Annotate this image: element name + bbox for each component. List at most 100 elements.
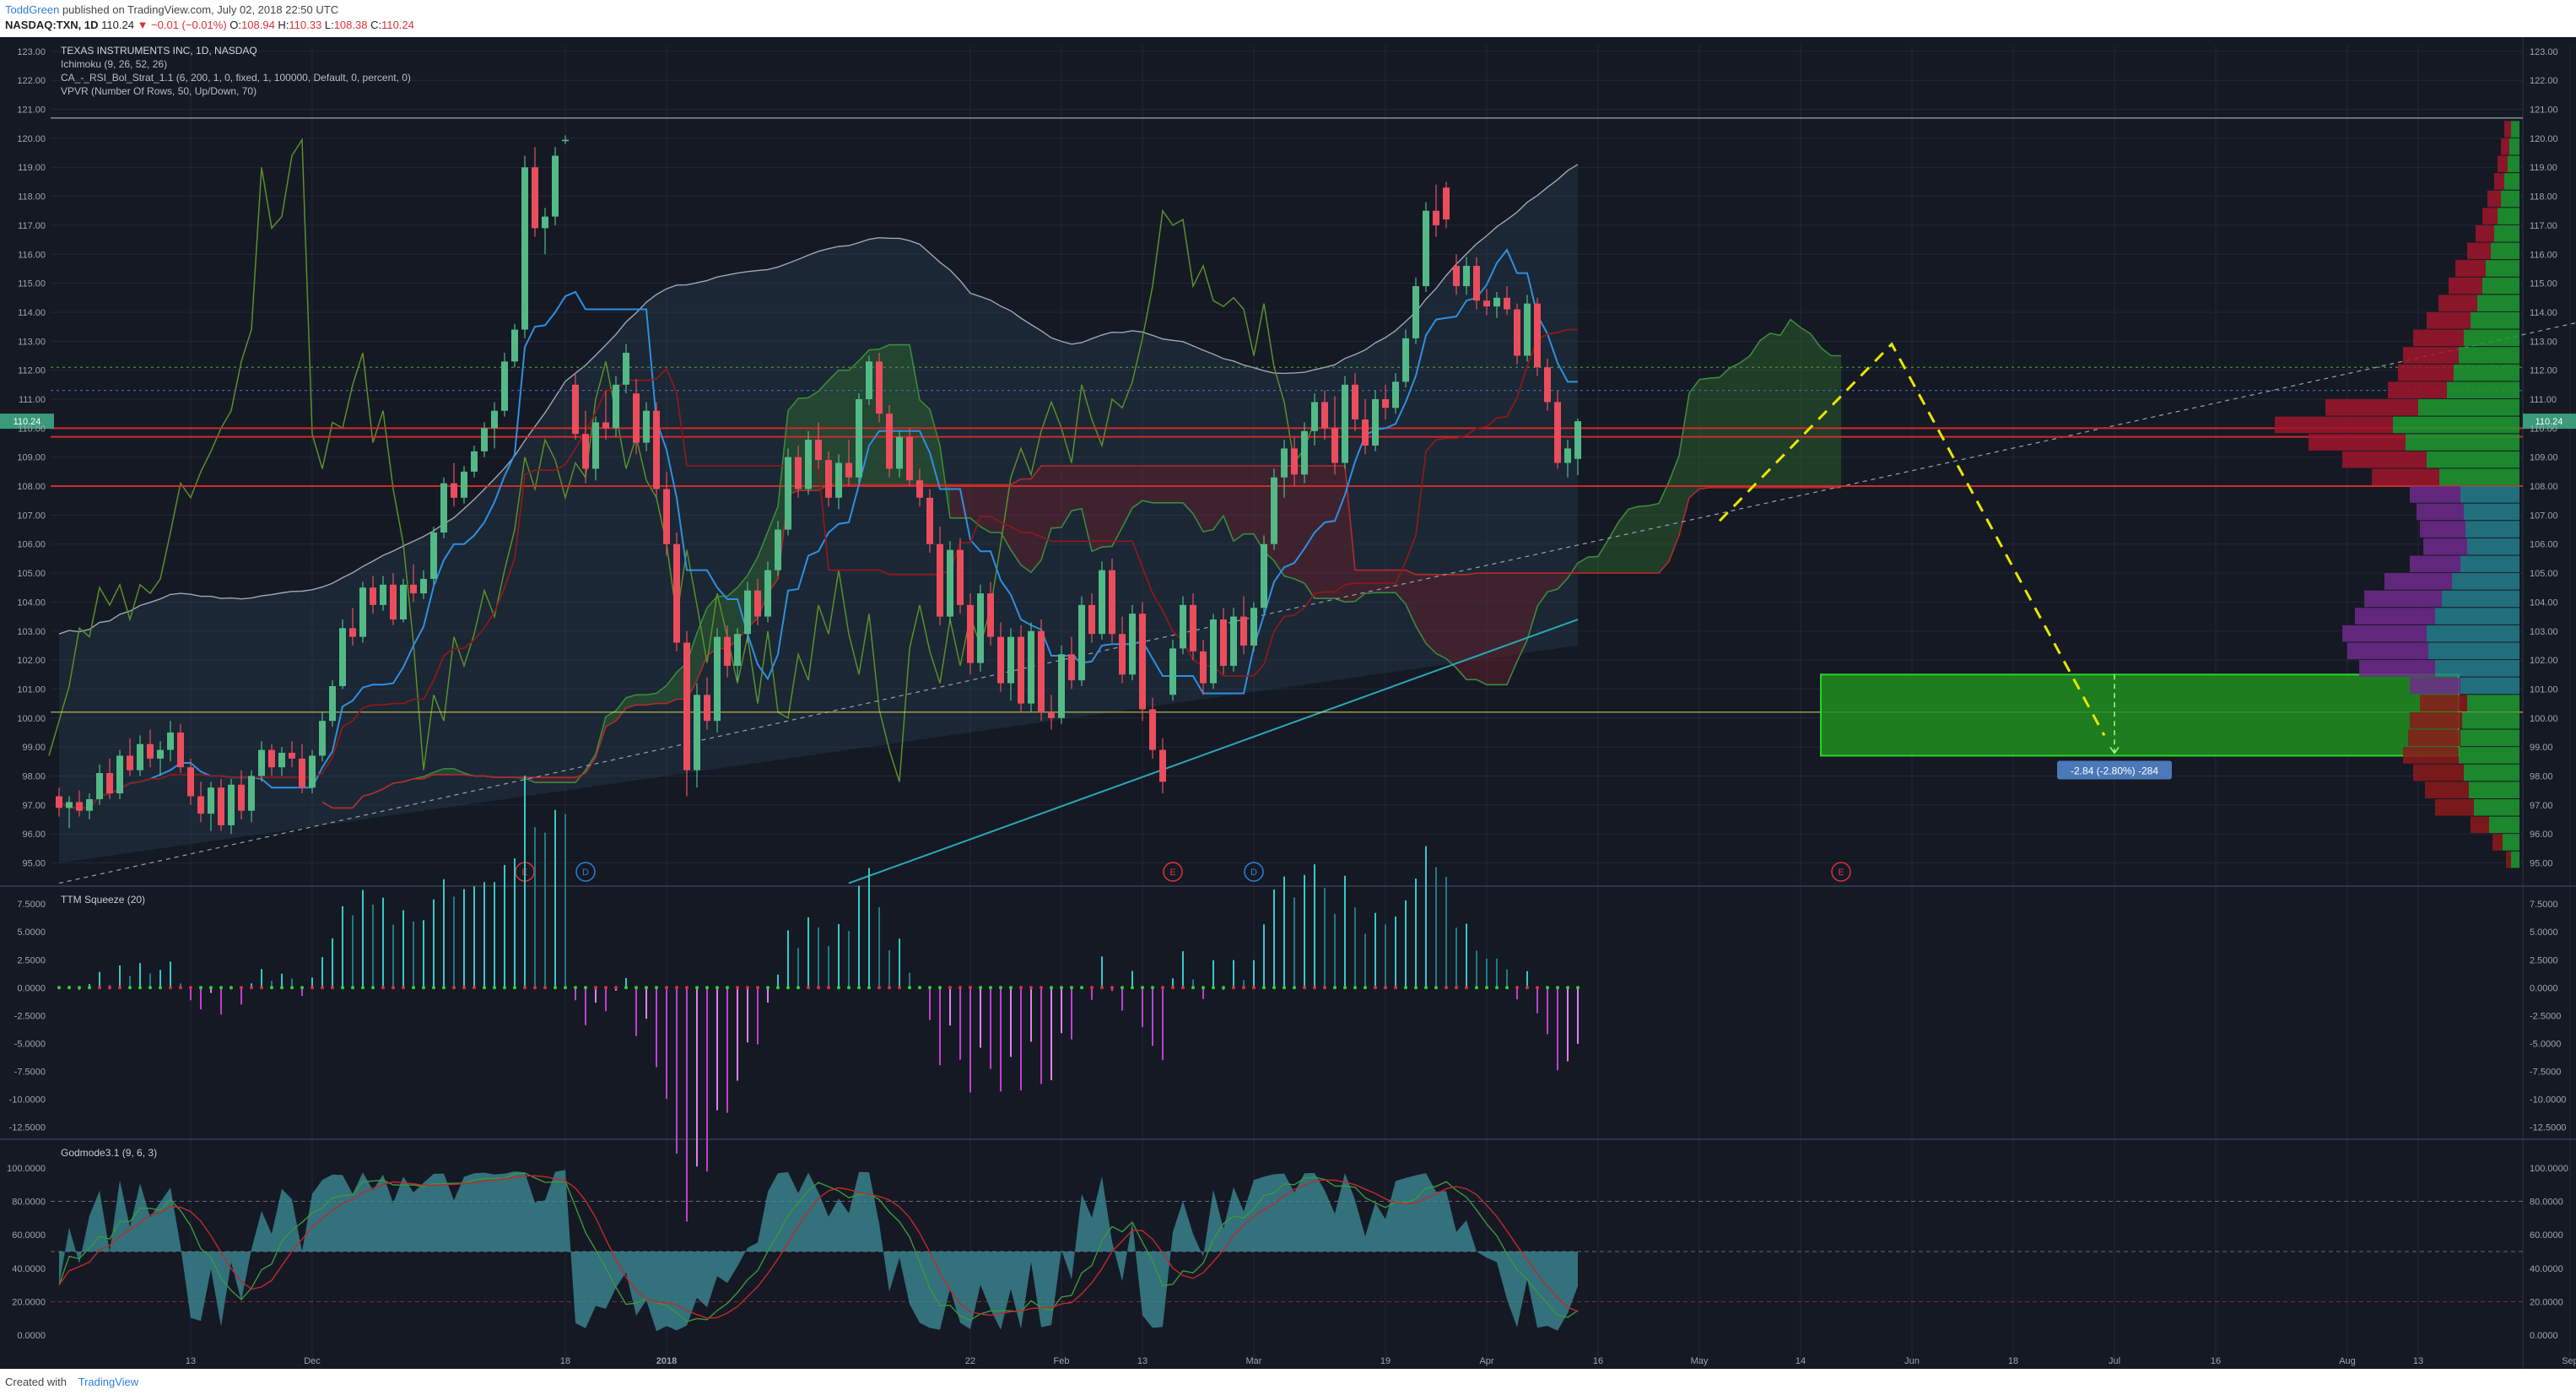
kumo-segment <box>1355 570 1365 602</box>
candle-body <box>1119 634 1126 675</box>
squeeze-tick-right: 7.5000 <box>2530 900 2558 910</box>
squeeze-dot <box>1485 986 1488 990</box>
squeeze-dot <box>1222 986 1225 990</box>
squeeze-dot <box>827 986 830 990</box>
candle-body <box>1261 543 1267 608</box>
squeeze-dot <box>1272 986 1276 990</box>
price-tick-left: 107.00 <box>17 511 46 521</box>
candle-body <box>521 167 528 330</box>
kumo-segment <box>1558 573 1568 589</box>
squeeze-tick-left: -7.5000 <box>14 1067 46 1077</box>
time-tick: 13 <box>186 1356 196 1366</box>
price-tick-left: 120.00 <box>17 134 46 144</box>
squeeze-dot <box>554 986 557 990</box>
price-tick-right: 118.00 <box>2530 192 2557 203</box>
price-tick-left: 104.00 <box>17 597 46 608</box>
vpvr-up-bar <box>2418 399 2519 416</box>
candle-body <box>1504 297 1510 310</box>
kumo-segment <box>727 587 737 649</box>
squeeze-dot <box>57 986 61 990</box>
candle-body <box>66 802 73 808</box>
godmode-tick-right: 60.0000 <box>2530 1230 2563 1241</box>
vpvr-down-bar <box>2355 608 2435 625</box>
ttm-squeeze-pane[interactable]: TTM Squeeze (20) <box>57 775 1580 1222</box>
candle-body <box>754 590 761 617</box>
vpvr-up-bar <box>2462 711 2519 729</box>
kumo-segment <box>1831 355 1841 488</box>
time-tick: Mar <box>1246 1356 1262 1366</box>
vpvr-down-bar <box>2425 781 2469 798</box>
vpvr-up-bar <box>2486 260 2519 277</box>
candle-body <box>704 695 710 722</box>
price-tick-right: 107.00 <box>2530 511 2558 521</box>
kumo-segment <box>1689 379 1699 498</box>
squeeze-dot <box>361 986 365 990</box>
candle-body <box>461 471 467 498</box>
kumo-segment <box>980 484 991 533</box>
vpvr-down-bar <box>2410 555 2460 573</box>
price-tick-left: 102.00 <box>17 656 46 666</box>
vpvr-down-bar <box>2410 711 2462 729</box>
time-tick: 19 <box>1380 1356 1391 1366</box>
squeeze-dot <box>442 986 446 990</box>
godmode-pane[interactable]: Godmode3.1 (9, 6, 3) <box>51 1147 2523 1332</box>
candle-body <box>1271 477 1277 544</box>
event-marker-label: D <box>582 868 589 878</box>
short-arrow-head <box>2109 747 2120 754</box>
candle-body <box>957 549 964 605</box>
kumo-segment <box>1406 570 1416 626</box>
squeeze-dot <box>989 986 992 990</box>
kumo-segment <box>1821 348 1831 488</box>
vpvr-down-bar <box>2413 764 2464 781</box>
godmode-tick-right: 100.0000 <box>2530 1164 2568 1174</box>
candle-body <box>764 570 771 617</box>
candle-body <box>1159 749 1166 782</box>
squeeze-dot <box>1090 986 1094 990</box>
kumo-segment <box>1426 574 1436 654</box>
squeeze-dot <box>888 986 891 990</box>
squeeze-dot <box>1343 986 1347 990</box>
squeeze-dot <box>1009 986 1013 990</box>
kumo-segment <box>1385 570 1396 593</box>
candle-body <box>673 543 680 643</box>
time-tick: 16 <box>2211 1356 2221 1366</box>
godmode-tick-left: 80.0000 <box>12 1197 46 1207</box>
squeeze-dot <box>1495 986 1499 990</box>
chart-canvas[interactable]: 4.46 (4.01%) 446-2.84 (-2.80%) -284EDEDE… <box>0 37 2576 1369</box>
price-tick-left: 101.00 <box>17 684 46 695</box>
kumo-segment <box>1801 327 1811 488</box>
candle-body <box>1058 654 1065 718</box>
author-link[interactable]: ToddGreen <box>5 3 60 16</box>
price-pane[interactable]: 4.46 (4.01%) 446-2.84 (-2.80%) -284EDEDE… <box>0 117 2576 884</box>
candle-body <box>56 796 62 808</box>
kumo-segment <box>1082 466 1092 552</box>
candle-body <box>1230 616 1237 666</box>
squeeze-dot <box>1384 986 1387 990</box>
price-tick-right: 123.00 <box>2530 47 2558 57</box>
candle-body <box>1412 286 1419 338</box>
price-tick-left: 110.00 <box>18 424 46 434</box>
squeeze-dot <box>614 986 618 990</box>
candle-body <box>967 604 974 663</box>
squeeze-dot <box>564 986 567 990</box>
price-tick-left: 97.00 <box>22 801 46 811</box>
squeeze-dot <box>776 986 780 990</box>
vpvr-down-bar <box>2506 851 2511 868</box>
squeeze-dot <box>270 986 273 990</box>
squeeze-dot <box>169 986 172 990</box>
tradingview-link[interactable]: TradingView <box>78 1376 139 1388</box>
time-tick: Aug <box>2339 1356 2356 1366</box>
candle-body <box>370 587 376 605</box>
price-tick-right: 114.00 <box>2530 308 2557 318</box>
price-tick-right: 97.00 <box>2530 801 2553 811</box>
kumo-segment <box>1021 479 1031 573</box>
kumo-segment <box>1750 340 1760 488</box>
price-tick-left: 99.00 <box>22 743 46 753</box>
price-tick-right: 112.00 <box>2530 366 2557 376</box>
price-tick-left: 96.00 <box>22 830 46 840</box>
price-tick-left: 122.00 <box>17 76 46 86</box>
candle-body <box>147 743 154 759</box>
price-tick-right: 120.00 <box>2530 134 2558 144</box>
candle-body <box>289 753 295 759</box>
squeeze-dot <box>1262 986 1266 990</box>
